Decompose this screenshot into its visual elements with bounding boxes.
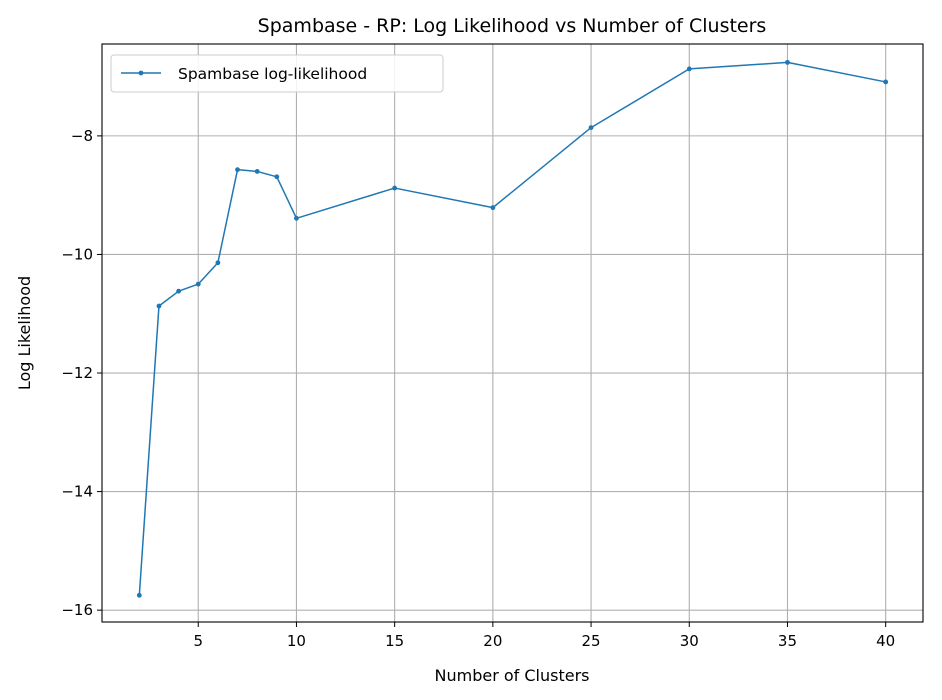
y-tick-label: −10 bbox=[61, 245, 93, 263]
x-tick-label: 25 bbox=[582, 632, 601, 650]
data-point bbox=[235, 167, 240, 173]
chart-title: Spambase - RP: Log Likelihood vs Number … bbox=[258, 15, 767, 37]
y-tick-label: −8 bbox=[71, 127, 93, 145]
y-tick-label: −16 bbox=[61, 601, 93, 619]
x-tick-label: 15 bbox=[385, 632, 404, 650]
data-point bbox=[883, 79, 889, 85]
y-tick-label: −14 bbox=[61, 483, 93, 501]
x-tick-label: 40 bbox=[876, 632, 895, 650]
legend-marker-swatch bbox=[138, 70, 144, 76]
x-tick-label: 5 bbox=[193, 632, 203, 650]
plot-frame bbox=[101, 43, 924, 623]
plot-area: 5 10 15 20 25 30 35 40 −16 −14 −12 −10 −8 bbox=[61, 43, 924, 650]
y-axis-label: Log Likelihood bbox=[15, 276, 34, 390]
data-point bbox=[785, 59, 790, 65]
data-point bbox=[588, 125, 594, 130]
grid-lines bbox=[102, 44, 923, 622]
data-point bbox=[136, 592, 142, 598]
data-point bbox=[195, 281, 201, 287]
data-point bbox=[490, 205, 496, 211]
x-tick-label: 35 bbox=[778, 632, 797, 650]
y-tick-label: −12 bbox=[61, 364, 93, 382]
data-point bbox=[274, 174, 280, 180]
data-point bbox=[156, 303, 162, 309]
data-point bbox=[686, 66, 692, 72]
legend-entry-label: Spambase log-likelihood bbox=[178, 65, 367, 83]
legend: Spambase log-likelihood bbox=[110, 54, 444, 93]
data-point bbox=[254, 169, 260, 174]
series-line bbox=[138, 61, 886, 596]
x-axis-label: Number of Clusters bbox=[435, 666, 590, 685]
legend-frame bbox=[110, 54, 444, 93]
data-point bbox=[294, 215, 299, 221]
x-tick-label: 20 bbox=[483, 632, 502, 650]
series-layer bbox=[136, 59, 889, 598]
data-point bbox=[392, 185, 398, 191]
axis-ticks: 5 10 15 20 25 30 35 40 −16 −14 −12 −10 −8 bbox=[61, 127, 895, 650]
x-tick-label: 30 bbox=[680, 632, 699, 650]
data-point bbox=[215, 260, 221, 266]
data-point bbox=[176, 288, 182, 294]
x-tick-label: 10 bbox=[287, 632, 306, 650]
